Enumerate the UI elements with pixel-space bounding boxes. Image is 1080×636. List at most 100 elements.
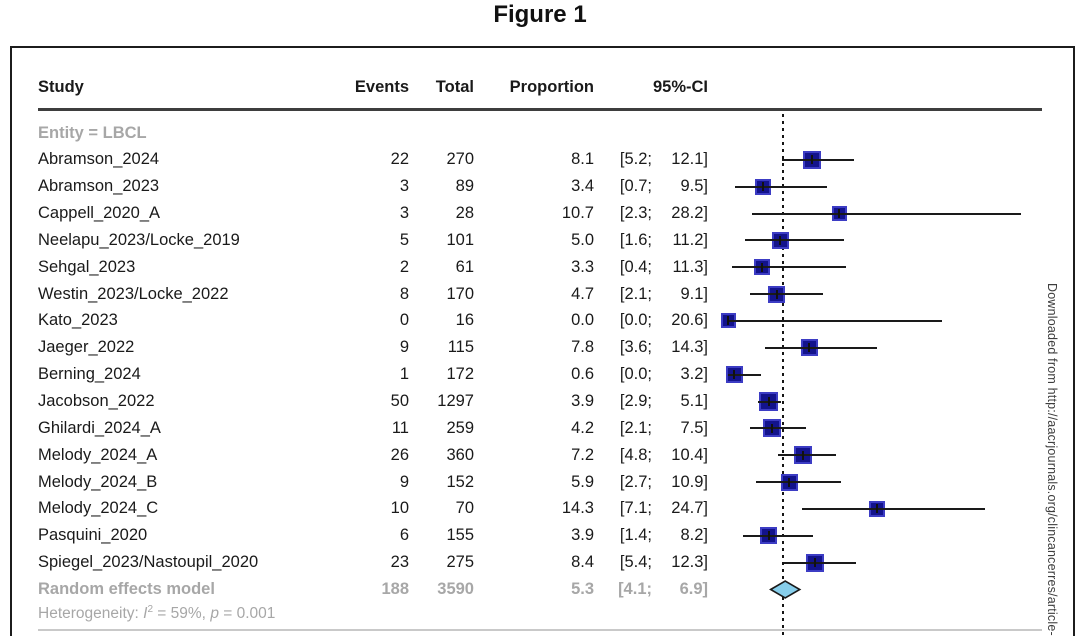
proportion-value: 5.0 xyxy=(571,230,594,249)
forest-row: Melody_2024_C 10 70 14.3 [7.1; 24.7] xyxy=(12,495,1073,522)
events-value: 0 xyxy=(399,311,409,330)
total-value: 172 xyxy=(446,365,474,384)
study-label: Jaeger_2022 xyxy=(38,338,135,357)
figure-title: Figure 1 xyxy=(493,1,587,28)
events-value: 6 xyxy=(399,526,409,545)
proportion-value: 7.2 xyxy=(571,445,594,464)
events-value: 23 xyxy=(390,553,409,572)
point-estimate-tick xyxy=(801,450,804,460)
study-label: Berning_2024 xyxy=(38,365,141,384)
total-value: 270 xyxy=(446,150,474,169)
events-value: 3 xyxy=(399,177,409,196)
total-value: 3590 xyxy=(437,579,474,598)
events-value: 11 xyxy=(391,418,409,437)
study-label: Abramson_2024 xyxy=(38,150,160,169)
proportion-value: 3.9 xyxy=(571,526,594,545)
forest-row: Abramson_2024 22 270 8.1 [5.2; 12.1] xyxy=(12,146,1073,173)
summary-diamond xyxy=(769,580,802,599)
ci-upper: 9.1] xyxy=(680,284,708,303)
ci-line xyxy=(744,239,845,242)
proportion-value: 3.9 xyxy=(571,392,594,410)
ci-line xyxy=(782,158,854,161)
forest-row: Berning_2024 1 172 0.6 [0.0; 3.2] xyxy=(12,361,1073,388)
ci-lower: [2.3; xyxy=(619,204,652,223)
ci-line xyxy=(758,400,782,403)
proportion-value: 4.7 xyxy=(571,284,594,303)
forest-row: Sehgal_2023 2 61 3.3 [0.4; 11.3] xyxy=(12,254,1073,281)
bottom-rule xyxy=(38,629,1042,631)
total-value: 115 xyxy=(447,338,474,357)
forest-row: Neelapu_2023/Locke_2019 5 101 5.0 [1.6; 11.2] xyxy=(12,227,1073,254)
total-value: 275 xyxy=(446,553,474,572)
forest-row: Cappell_2020_A 3 28 10.7 [2.3; 28.2] xyxy=(12,200,1073,227)
study-label: Pasquini_2020 xyxy=(38,526,148,545)
study-label: Melody_2024_B xyxy=(38,472,158,491)
ci-upper: 5.1] xyxy=(680,392,708,410)
table-header-row: Study Events Total Proportion 95%-CI xyxy=(12,74,1073,100)
proportion-value: 0.0 xyxy=(571,311,594,330)
ci-lower: [2.7; xyxy=(619,472,652,491)
total-value: 89 xyxy=(455,177,474,196)
events-value: 2 xyxy=(399,257,409,276)
heterogeneity-row: Heterogeneity: I2 = 59%, p = 0.001 xyxy=(12,600,1073,627)
ci-upper: 24.7] xyxy=(671,499,708,518)
ci-lower: [5.2; xyxy=(619,150,652,169)
ci-upper: 10.9] xyxy=(671,472,708,491)
ci-upper: 12.3] xyxy=(671,553,708,572)
total-value: 152 xyxy=(446,472,474,491)
ci-lower: [0.7; xyxy=(619,177,652,196)
events-value: 5 xyxy=(399,230,409,249)
events-value: 9 xyxy=(399,472,409,491)
point-estimate-tick xyxy=(814,558,817,568)
total-value: 170 xyxy=(446,284,474,303)
forest-row: Kato_2023 0 16 0.0 [0.0; 20.6] xyxy=(12,307,1073,334)
ci-upper: 14.3] xyxy=(671,338,708,357)
study-label: Cappell_2020_A xyxy=(38,204,161,223)
forest-row: Ghilardi_2024_A 11 259 4.2 [2.1; 7.5] xyxy=(12,415,1073,442)
ci-line xyxy=(742,534,814,537)
forest-row: Melody_2024_B 9 152 5.9 [2.7; 10.9] xyxy=(12,469,1073,496)
summary-row: Random effects model 188 3590 5.3 [4.1; 6.9] xyxy=(12,576,1073,603)
events-value: 26 xyxy=(390,445,409,464)
header-study: Study xyxy=(38,78,84,96)
ci-upper: 11.3] xyxy=(672,257,708,276)
header-ci: 95%-CI xyxy=(652,78,708,96)
ci-lower: [7.1; xyxy=(619,499,652,518)
point-estimate-tick xyxy=(875,504,878,514)
proportion-value: 3.3 xyxy=(571,257,594,276)
events-value: 188 xyxy=(381,579,409,598)
ci-lower: [4.8; xyxy=(619,445,652,464)
total-value: 61 xyxy=(455,257,474,276)
header-events: Events xyxy=(354,78,409,96)
total-value: 1297 xyxy=(437,392,474,410)
study-label: Abramson_2023 xyxy=(38,177,160,196)
ci-line xyxy=(777,454,837,457)
ci-upper: 7.5] xyxy=(680,418,708,437)
forest-row: Spiegel_2023/Nastoupil_2020 23 275 8.4 [5.4;… xyxy=(12,549,1073,576)
total-value: 360 xyxy=(446,445,474,464)
total-value: 70 xyxy=(455,499,474,518)
events-value: 50 xyxy=(390,392,409,410)
events-value: 8 xyxy=(399,284,409,303)
forest-row: Melody_2024_A 26 360 7.2 [4.8; 10.4] xyxy=(12,442,1073,469)
ci-lower: [4.1; xyxy=(618,579,652,598)
ci-lower: [2.1; xyxy=(619,284,652,303)
study-label: Ghilardi_2024_A xyxy=(38,418,161,437)
point-estimate-tick xyxy=(788,477,791,487)
events-value: 22 xyxy=(390,150,409,169)
ci-line xyxy=(728,319,943,322)
ci-upper: 9.5] xyxy=(680,177,708,196)
proportion-value: 10.7 xyxy=(561,204,594,223)
header-proportion: Proportion xyxy=(509,78,594,96)
ci-lower: [3.6; xyxy=(619,338,652,357)
ci-line xyxy=(765,346,877,349)
point-estimate-tick xyxy=(767,397,770,406)
ci-upper: 12.1] xyxy=(671,150,708,169)
ci-upper: 6.9] xyxy=(679,579,708,598)
ci-line xyxy=(749,293,823,296)
proportion-value: 0.6 xyxy=(571,365,594,384)
proportion-value: 8.1 xyxy=(571,150,594,169)
proportion-value: 7.8 xyxy=(571,338,594,357)
point-estimate-tick xyxy=(761,262,764,272)
